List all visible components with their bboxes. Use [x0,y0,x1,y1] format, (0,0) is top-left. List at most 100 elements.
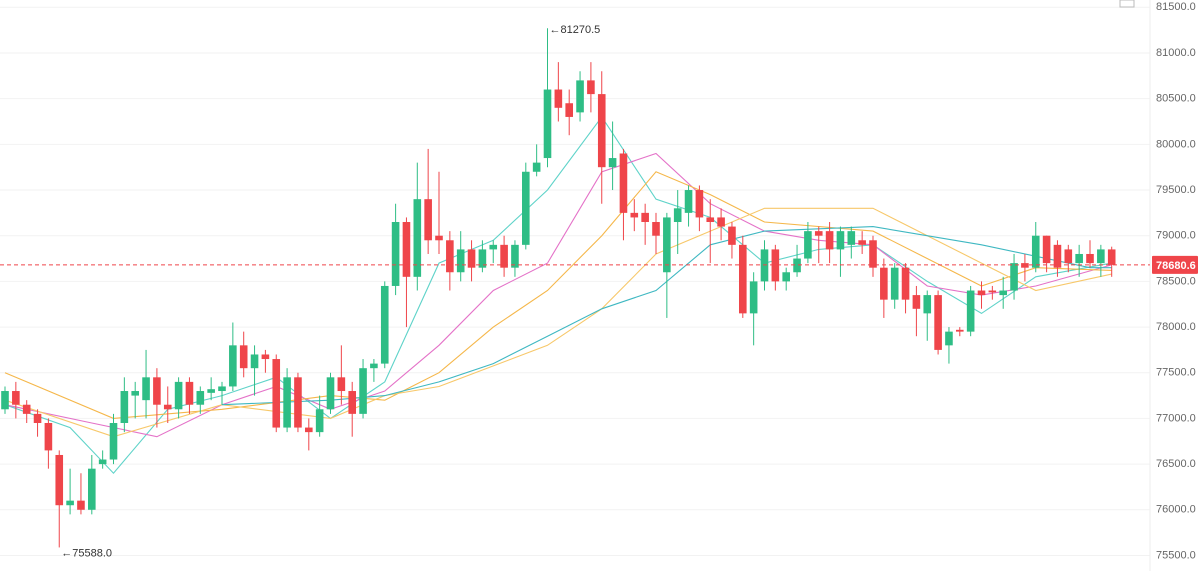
candle-body [890,267,899,300]
candle-body [283,377,291,428]
candle-body [652,222,660,236]
annotation-arrow: ← [550,24,561,36]
candle-body [229,345,237,387]
candle-body [619,153,628,213]
candle-body [424,199,432,241]
candle-body [532,162,541,172]
candle-body [630,212,639,218]
candle-body [380,285,389,364]
candle-body [869,240,877,268]
candle-body [597,94,606,168]
candle-body [142,377,150,401]
candle-body [359,368,367,414]
candle-body [966,290,975,332]
candle-body [934,295,942,350]
candle-body [120,391,129,423]
candle-body [847,231,856,245]
candle-body [684,190,693,213]
candle-body [1075,253,1083,264]
y-tick-label: 79000.0 [1156,230,1196,242]
candle-body [814,231,823,236]
candle-body [33,413,42,423]
candle-body [999,290,1007,296]
candle-body [728,226,736,245]
ma-line [4,207,1112,438]
candle-body [348,391,356,414]
candle-body [1042,235,1051,264]
candle-body [880,267,888,300]
candle-body [739,244,747,314]
settings-icon [1119,0,1135,8]
candle-body [511,244,519,268]
candle-body [446,240,454,273]
candle-body [88,468,96,510]
candle-body [945,331,953,346]
candle-body [1010,263,1018,291]
candle-body [77,500,85,510]
candle-body [836,231,845,250]
candle-body [261,354,270,360]
candle-body [489,244,498,250]
candle-body [326,377,335,410]
candle-body [793,258,801,273]
candle-body [305,427,313,433]
candle-body [1097,249,1105,264]
candle-body [858,240,866,245]
annotation-arrow: ← [61,547,72,559]
candle-body [500,244,508,268]
candle-body [576,80,584,113]
candle-body [565,103,573,117]
candle-body [22,404,31,414]
candle-body [587,80,595,95]
candle-body [467,249,476,268]
candle-body [543,89,552,159]
candle-body [456,249,465,273]
candle-body [901,267,910,300]
y-tick-label: 76500.0 [1156,458,1196,470]
candle-body [109,422,118,460]
candle-body [196,391,205,405]
candle-body [1064,249,1073,264]
candle-body [413,199,422,277]
candle-body [1053,244,1062,268]
ma-line [221,226,1112,406]
candle-body [771,249,780,282]
candle-body [804,231,812,259]
candle-body [717,217,725,227]
candle-body [163,404,172,410]
candle-body [337,377,346,392]
candle-body [977,290,986,296]
y-tick-label: 78000.0 [1156,321,1196,333]
candle-body [641,212,649,223]
candle-body [1021,263,1029,268]
candle-body [782,272,790,282]
candle-body [391,222,400,286]
candle-body [749,281,758,314]
candle-body [174,381,183,410]
y-tick-label: 80500.0 [1156,93,1196,105]
annotation-label: 81270.5 [561,24,601,36]
y-tick-label: 75500.0 [1156,549,1196,561]
candle-body [239,345,248,369]
y-tick-label: 81500.0 [1156,1,1196,13]
candle-body [608,158,617,168]
candle-body [185,381,194,405]
candle-body [825,231,834,250]
candle-body [554,89,563,108]
candle-body [370,363,378,369]
y-tick-label: 77000.0 [1156,412,1196,424]
candle-body [1086,253,1094,264]
candle-body [131,391,139,396]
candle-body [760,249,769,282]
candle-body [272,359,281,428]
candle-body [1031,235,1040,268]
candle-body [522,171,530,245]
candle-body [673,208,682,223]
candle-body [706,217,715,223]
ma-line [4,152,1112,438]
candle-body [12,391,20,405]
candle-body [294,377,302,428]
candle-body [663,217,671,273]
